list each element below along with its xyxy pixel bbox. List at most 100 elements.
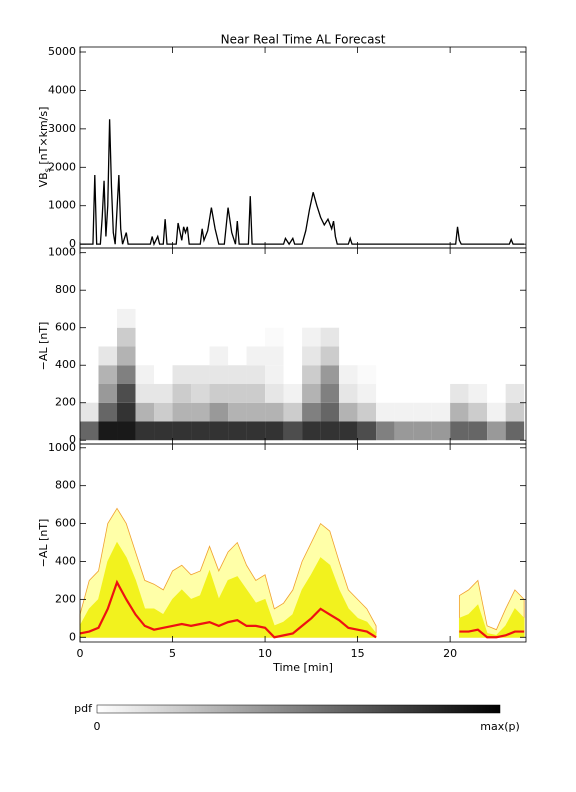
heatmap-cell — [487, 402, 506, 422]
heatmap-cell — [135, 402, 155, 422]
y-axis-label: −AL [nT] — [37, 322, 50, 371]
heatmap-cell — [209, 365, 229, 384]
heatmap-cell — [172, 365, 192, 384]
heatmap-cell — [246, 383, 266, 403]
y-tick-label: 4000 — [48, 83, 76, 96]
heatmap-cell — [376, 402, 395, 422]
heatmap-cell — [431, 421, 451, 441]
y-tick-label: 1000 — [48, 441, 76, 454]
heatmap-cell — [135, 421, 155, 441]
heatmap-cell — [413, 421, 432, 441]
heatmap-cell — [265, 346, 284, 366]
heatmap-cell — [357, 421, 377, 441]
y-tick-label: 600 — [55, 321, 76, 334]
heatmap-cell — [191, 421, 210, 441]
heatmap-cell — [468, 402, 488, 422]
median-line — [79, 579, 525, 639]
heatmap-cell — [80, 421, 99, 441]
heatmap-cell — [302, 402, 321, 422]
heatmap-cell — [320, 421, 340, 441]
heatmap-cell — [302, 421, 321, 441]
y-label-rest: [nT×km/s] — [37, 107, 50, 169]
y-tick-label: 0 — [69, 433, 76, 446]
heatmap-cell — [339, 421, 358, 441]
y-tick-label: 200 — [55, 396, 76, 409]
heatmap-cell — [265, 383, 284, 403]
heatmap-cell — [320, 365, 340, 384]
heatmap-cell — [154, 402, 173, 422]
heatmap-cell — [117, 421, 136, 441]
heatmap-cell — [468, 421, 488, 441]
colorbar-max: max(p) — [480, 720, 520, 733]
x-axis-label: Time [min] — [272, 661, 333, 674]
heatmap-cell — [246, 365, 266, 384]
heatmap-cell — [209, 421, 229, 441]
heatmap-cell — [172, 402, 192, 422]
heatmap-cell — [98, 346, 118, 366]
colorbar-label: pdf — [74, 702, 93, 715]
heatmap-cell — [450, 402, 469, 422]
heatmap-cell — [98, 402, 118, 422]
x-tick-label: 0 — [77, 647, 84, 660]
heatmap-cell — [246, 402, 266, 422]
heatmap-cell — [191, 383, 210, 403]
heatmap-cell — [376, 421, 395, 441]
heatmap-cell — [505, 421, 525, 441]
heatmap-cell — [283, 402, 303, 422]
heatmap-cell — [228, 383, 247, 403]
y-label-main: VB — [37, 172, 50, 187]
y-tick-label: 2000 — [48, 160, 76, 173]
y-tick-label: 0 — [69, 630, 76, 643]
heatmap-cell — [394, 421, 414, 441]
y-tick-label: 600 — [55, 517, 76, 530]
heatmap-cell — [413, 402, 432, 422]
y-axis-label: VBs [nT×km/s] — [37, 107, 52, 188]
heatmap-cell — [320, 383, 340, 403]
heatmap-cell — [265, 327, 284, 347]
heatmap-cell — [191, 365, 210, 384]
heatmap-cell — [357, 402, 377, 422]
heatmap-cell — [172, 421, 192, 441]
y-tick-label: 1000 — [48, 246, 76, 259]
y-tick-label: 400 — [55, 358, 76, 371]
heatmap-cell — [283, 421, 303, 441]
data-line — [80, 119, 525, 247]
y-tick-label: 400 — [55, 554, 76, 567]
heatmap-cell — [320, 402, 340, 422]
heatmap-cell — [191, 402, 210, 422]
heatmap-cell — [135, 365, 155, 384]
heatmap-cell — [154, 421, 173, 441]
plot-frame — [79, 46, 527, 249]
plot-frame — [79, 443, 527, 643]
heatmap-cell — [98, 421, 118, 441]
heatmap-cell — [265, 402, 284, 422]
heatmap-cell — [228, 421, 247, 441]
heatmap-cell — [98, 365, 118, 384]
heatmap-cell — [339, 383, 358, 403]
heatmap-cell — [117, 383, 136, 403]
y-tick-label: 1000 — [48, 199, 76, 212]
y-tick-label: 200 — [55, 592, 76, 605]
heatmap-cell — [450, 383, 469, 403]
heatmap-cell — [265, 365, 284, 384]
band-area — [79, 541, 525, 638]
heatmap-cell — [431, 402, 451, 422]
heatmap-cell — [117, 346, 136, 366]
heatmap-cell — [246, 346, 266, 366]
heatmap-cell — [117, 402, 136, 422]
heatmap-cell — [394, 402, 414, 422]
heatmap-cell — [283, 383, 303, 403]
heatmap-cell — [117, 327, 136, 347]
heatmap-cell — [505, 383, 525, 403]
heatmap-cell — [302, 327, 321, 347]
heatmap-cell — [117, 365, 136, 384]
y-label-sub: s — [43, 168, 52, 172]
heatmap-cell — [302, 346, 321, 366]
heatmap-cell — [117, 308, 136, 328]
heatmap-cell — [320, 327, 340, 347]
y-tick-label: 3000 — [48, 122, 76, 135]
colorbar-min: 0 — [94, 720, 101, 733]
heatmap-cell — [320, 346, 340, 366]
colorbar — [96, 704, 501, 714]
